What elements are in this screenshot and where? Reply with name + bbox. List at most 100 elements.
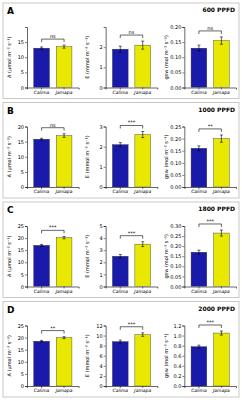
x-axis: CalimaJamapa [28,386,80,393]
y-tick-label: 2 [99,144,102,150]
y-tick-mark [25,326,27,327]
y-tick-label: 0 [21,85,24,91]
y-tick-label: 1 [99,272,102,278]
y-tick-mark [104,187,106,188]
x-tick: Calima [112,287,128,294]
error-bar [119,254,122,258]
x-tick: Jamapa [55,287,73,294]
x-tick-label: Calima [191,189,207,194]
x-axis: Calima Jamapa [106,287,158,294]
y-tick-mark [104,366,106,367]
x-axis: CalimaJamapa [106,386,158,393]
y-tick: 0.00 [170,184,184,190]
y-tick: 5 [99,223,105,229]
panel-frame [3,302,239,398]
x-tick: Calima [191,187,207,194]
y-tick: 0 [21,184,27,190]
significance-bracket [120,125,142,128]
significance-label: *** [128,230,136,236]
plot-marks [112,242,150,287]
significance-label: *** [128,119,136,125]
plot-marks [191,135,229,187]
significance-bracket [199,129,221,132]
x-tick-label: Jamapa [133,289,151,294]
y-tick: 0 [99,383,105,389]
y-tick: 5 [21,169,27,175]
y-tick-mark [104,376,106,377]
y-tick-mark [182,151,184,152]
y-tick: 0.15 [170,39,184,45]
y-tick-mark [104,147,106,148]
y-tick: 0.0 [173,383,184,389]
significance-bracket [199,325,221,328]
y-tick-mark [104,127,106,128]
y-axis: 0.000.050.100.150.200.250.30 [170,223,185,290]
y-tick-mark [182,27,184,28]
y-tick-mark [182,187,184,188]
x-axis: CalimaJamapa [28,287,80,294]
error-bar [119,340,122,343]
y-tick-label: 0.10 [170,160,181,166]
y-axis-label: E (mmol m⁻² s⁻¹) [84,36,90,79]
y-tick: 10 [18,359,27,365]
y-axis: 024681012 [96,323,106,390]
y-tick-mark [182,376,184,377]
axis-line [25,227,28,288]
y-tick-label: 5 [21,272,24,278]
y-tick: 0 [99,184,105,190]
y-tick: 0.6 [173,353,184,359]
y-tick-label: 5 [21,169,24,175]
subplot: 05101520CalimaJamapaA (μmol m⁻² s⁻¹)ns [6,122,80,194]
y-tick-label: 20 [18,235,24,241]
y-tick-mark [182,57,184,58]
x-tick-label: Jamapa [133,189,151,194]
y-tick-label: 10 [96,333,102,339]
y-tick-mark [25,362,27,363]
bar [135,135,151,187]
y-tick: 3 [99,247,105,253]
y-tick-mark [104,67,106,68]
y-tick-label: 15 [18,39,24,45]
y-tick-label: 25 [18,323,24,329]
error-bar [220,37,223,44]
y-tick: 0.20 [170,24,184,30]
y-axis: 0123 [99,124,106,191]
error-bar [119,143,122,147]
y-tick-label: 0.4 [173,363,181,369]
y-tick-label: 0.20 [170,24,181,30]
y-tick: 2 [99,44,105,50]
y-tick-mark [25,127,27,128]
y-tick-mark [182,326,184,327]
y-tick: 15 [18,39,27,45]
y-tick-mark [25,350,27,351]
y-tick-mark [25,262,27,263]
y-tick-mark [104,226,106,227]
significance-label: ns [50,122,56,128]
x-tick: Jamapa [212,386,230,393]
y-tick: 0.00 [170,284,184,290]
y-tick-label: 0.05 [170,274,181,280]
axis-line [182,227,185,288]
error-bar [40,244,43,246]
bar [135,335,151,386]
y-tick-mark [182,356,184,357]
x-tick-label: Jamapa [55,189,73,194]
panel: D2000 PPFD0510152025CalimaJamapaA (μmol … [3,302,239,398]
significance-label: *** [128,321,136,327]
y-tick-mark [25,226,27,227]
y-tick-mark [182,72,184,73]
error-bar [141,242,144,247]
x-tick-label: Jamapa [55,388,73,393]
x-tick-label: Calima [34,189,50,194]
x-tick: Jamapa [212,287,230,294]
y-axis-label: A (μmol m⁻² s⁻¹) [6,37,13,78]
plot-marks [191,230,229,286]
panel-frame [3,3,239,99]
significance-bracket [120,327,142,330]
y-tick-mark [25,287,27,288]
subplot: 051015CalimaJamapaA (μmol m⁻² s⁻¹)ns [6,28,80,95]
significance-bracket [120,236,142,239]
axis-line [104,326,107,387]
plot-marks [112,41,150,87]
x-tick: Calima [34,88,50,95]
